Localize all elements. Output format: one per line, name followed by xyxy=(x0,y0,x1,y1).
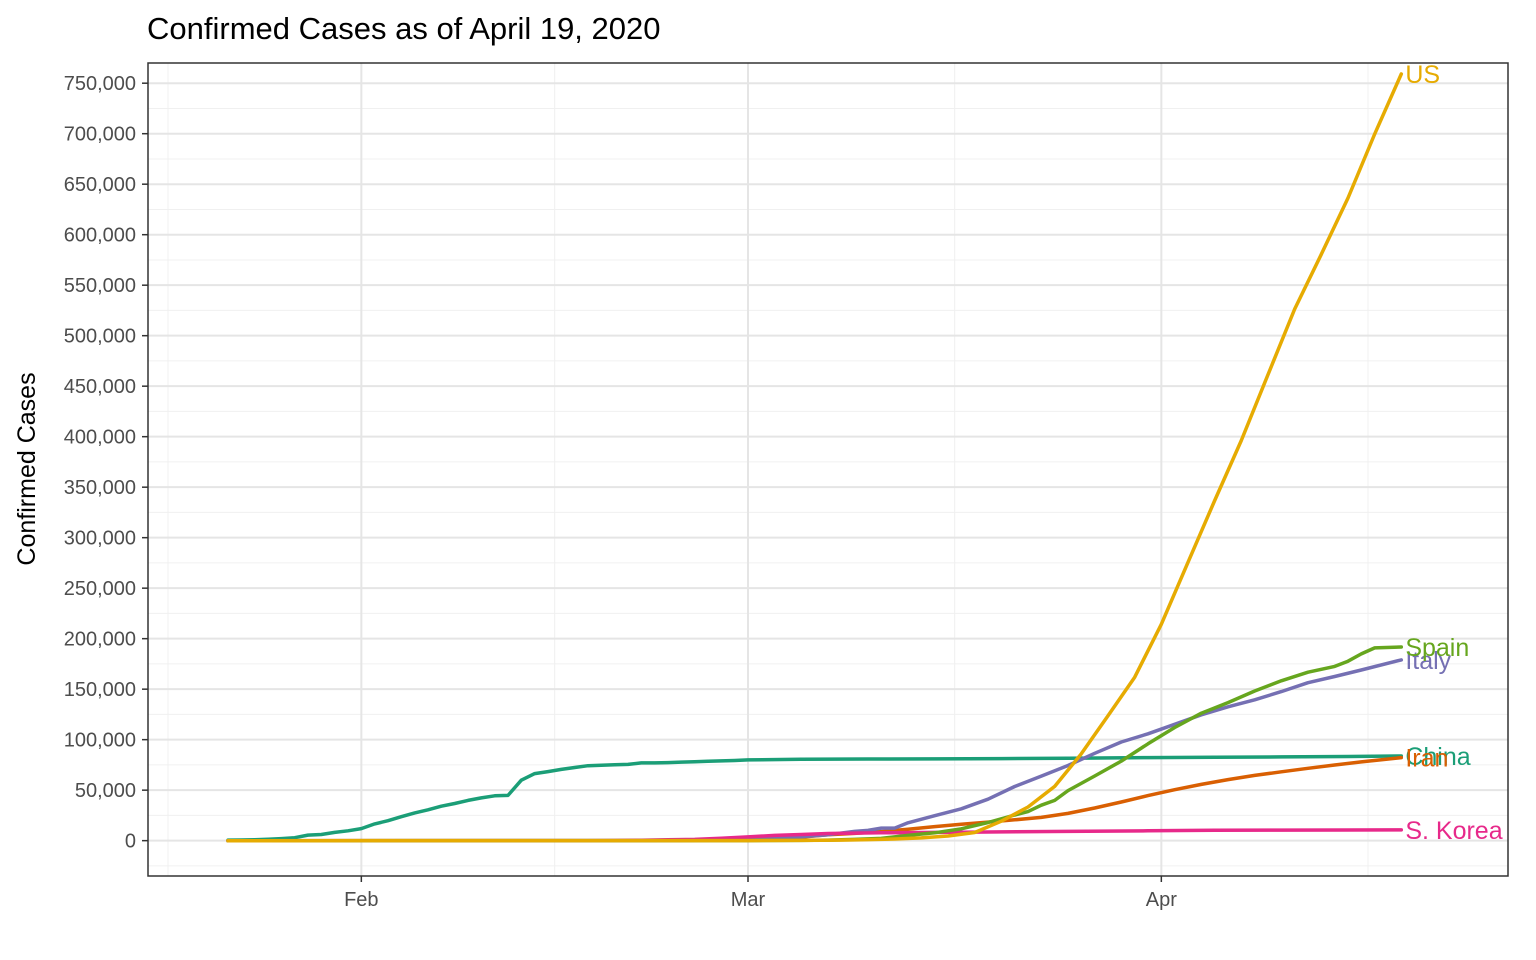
chart-title: Confirmed Cases as of April 19, 2020 xyxy=(147,11,661,46)
y-tick-label: 200,000 xyxy=(64,629,136,651)
y-tick-label: 0 xyxy=(125,831,136,853)
y-tick-label: 350,000 xyxy=(64,477,136,499)
y-tick-label: 300,000 xyxy=(64,528,136,550)
x-tick-label: Feb xyxy=(344,889,378,911)
y-tick-label: 750,000 xyxy=(64,73,136,95)
series-label-us: US xyxy=(1405,61,1440,89)
y-tick-label: 700,000 xyxy=(64,124,136,146)
series-label-italy: Italy xyxy=(1405,647,1451,675)
y-tick-label: 400,000 xyxy=(64,427,136,449)
plot-border xyxy=(147,62,1509,877)
series-line-china xyxy=(226,754,1404,842)
x-tick-label: Apr xyxy=(1146,889,1177,911)
series-line-us xyxy=(226,72,1404,843)
series-label-iran: Iran xyxy=(1405,745,1448,773)
y-tick-label: 600,000 xyxy=(64,225,136,247)
y-tick-label: 550,000 xyxy=(64,275,136,297)
series-label-s-korea: S. Korea xyxy=(1405,817,1502,845)
x-tick-label: Mar xyxy=(731,889,766,911)
y-tick-label: 50,000 xyxy=(75,780,136,802)
series-label-spain: Spain xyxy=(1405,634,1469,662)
y-tick-label: 650,000 xyxy=(64,174,136,196)
y-tick-label: 100,000 xyxy=(64,730,136,752)
y-tick-label: 450,000 xyxy=(64,376,136,398)
y-tick-label: 250,000 xyxy=(64,578,136,600)
y-tick-label: 150,000 xyxy=(64,679,136,701)
plot-area: 0 50,000 100,000 150,000 200,000 250,000 300,0… xyxy=(64,61,1509,911)
y-tick-label: 500,000 xyxy=(64,326,136,348)
y-axis-title: Confirmed Cases xyxy=(13,372,41,565)
series-label-china: China xyxy=(1405,743,1470,771)
